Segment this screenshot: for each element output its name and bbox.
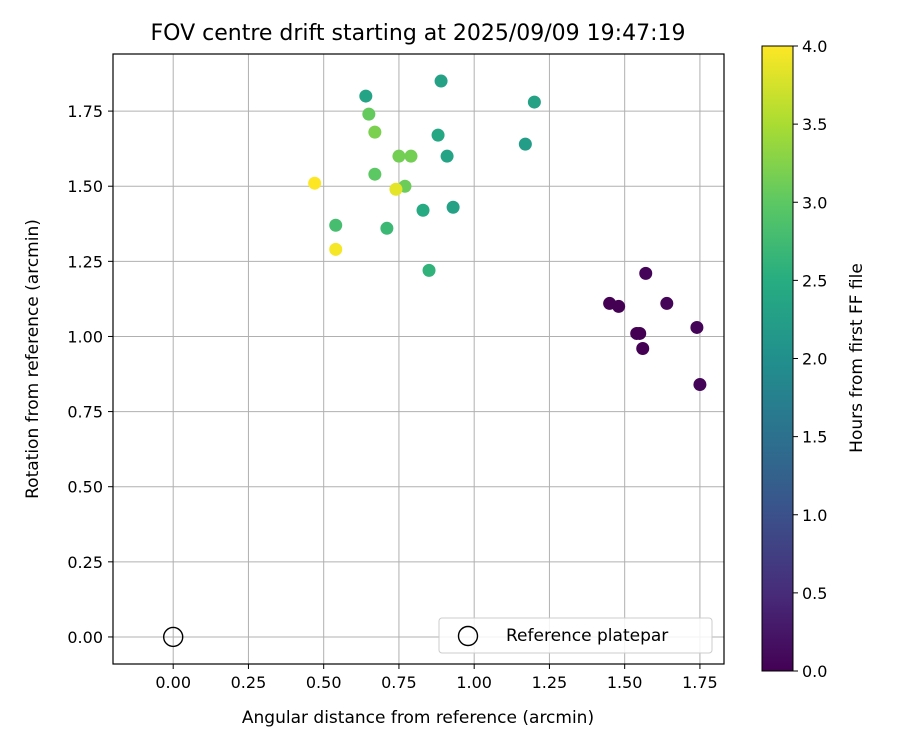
legend: Reference platepar [438, 617, 713, 654]
colorbar-tick-label: 3.0 [802, 193, 827, 212]
x-tick-label: 1.25 [532, 673, 568, 692]
data-point [362, 107, 376, 121]
data-point [404, 149, 418, 163]
x-axis-label: Angular distance from reference (arcmin) [242, 708, 594, 728]
colorbar-tick-label: 0.5 [802, 584, 827, 603]
data-point [308, 176, 322, 190]
data-point [633, 326, 647, 340]
data-point [329, 242, 343, 256]
data-point [434, 74, 448, 88]
colorbar: 0.0 0.5 1.0 1.5 2.0 2.5 3.0 3.5 4.0 Hours from f… [761, 37, 867, 681]
y-tick-label: 0.00 [67, 628, 103, 647]
legend-label: Reference platepar [506, 626, 668, 646]
y-tick-label: 1.50 [67, 177, 103, 196]
data-point [636, 341, 650, 355]
grid-lines [113, 54, 724, 664]
y-tick-label: 1.75 [67, 102, 103, 121]
colorbar-gradient [761, 45, 794, 672]
data-point [431, 128, 445, 142]
x-tick-label: 0.50 [306, 673, 342, 692]
data-point [329, 218, 343, 232]
colorbar-tick-label: 1.0 [802, 506, 827, 525]
data-point [446, 200, 460, 214]
data-point [380, 221, 394, 235]
x-tick-label: 1.75 [682, 673, 718, 692]
data-point [612, 299, 626, 313]
data-point [416, 203, 430, 217]
y-tick-label: 0.75 [67, 403, 103, 422]
data-point [392, 149, 406, 163]
data-point [639, 266, 653, 280]
data-point [359, 89, 373, 103]
y-axis: 0.00 0.25 0.50 0.75 1.00 1.25 1.50 1.75 [67, 102, 113, 647]
data-points [162, 74, 707, 648]
data-point [518, 137, 532, 151]
data-point [368, 125, 382, 139]
x-tick-label: 1.00 [456, 673, 492, 692]
chart-title: FOV centre drift starting at 2025/09/09 … [151, 21, 686, 46]
data-point [660, 296, 674, 310]
legend-marker [457, 625, 479, 647]
x-tick-label: 1.50 [607, 673, 643, 692]
colorbar-tick-label: 1.5 [802, 428, 827, 447]
plot-frame [112, 53, 725, 665]
x-tick-label: 0.00 [155, 673, 191, 692]
colorbar-tick-label: 0.0 [802, 662, 827, 681]
colorbar-tick-label: 2.5 [802, 271, 827, 290]
x-tick-label: 0.25 [231, 673, 267, 692]
reference-platepar-point [162, 626, 184, 648]
data-point [690, 320, 704, 334]
legend-box [438, 617, 713, 654]
data-point [693, 378, 707, 392]
data-point [422, 263, 436, 277]
data-point [440, 149, 454, 163]
data-point [389, 182, 403, 196]
y-tick-label: 0.50 [67, 478, 103, 497]
colorbar-tick-label: 2.0 [802, 350, 827, 369]
y-tick-label: 0.25 [67, 553, 103, 572]
colorbar-ticks: 0.0 0.5 1.0 1.5 2.0 2.5 3.0 3.5 4.0 [793, 37, 827, 681]
y-axis-label: Rotation from reference (arcmin) [23, 219, 43, 499]
colorbar-label: Hours from first FF file [847, 263, 867, 453]
data-point [527, 95, 541, 109]
y-tick-label: 1.25 [67, 252, 103, 271]
y-tick-label: 1.00 [67, 327, 103, 346]
x-axis: 0.00 0.25 0.50 0.75 1.00 1.25 1.50 1.75 [155, 664, 718, 692]
colorbar-tick-label: 4.0 [802, 37, 827, 56]
colorbar-tick-label: 3.5 [802, 115, 827, 134]
x-tick-label: 0.75 [381, 673, 417, 692]
data-point [368, 167, 382, 181]
